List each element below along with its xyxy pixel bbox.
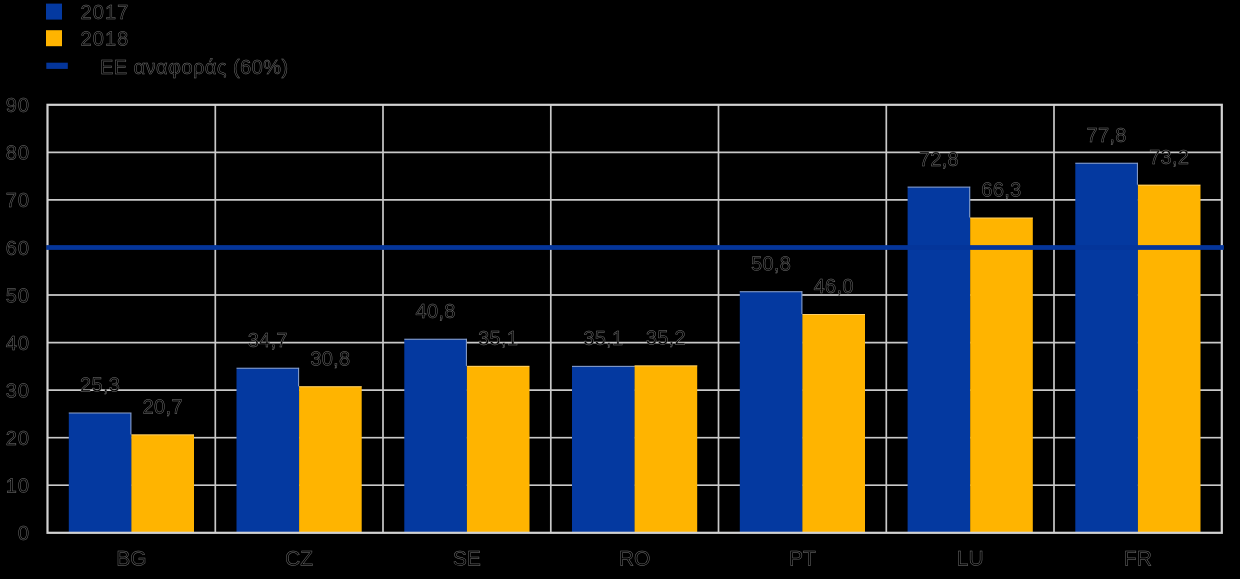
svg-text:0: 0 — [18, 523, 30, 545]
svg-text:40,8: 40,8 — [416, 301, 456, 323]
svg-text:73,2: 73,2 — [1149, 147, 1189, 169]
svg-text:72,8: 72,8 — [919, 149, 959, 171]
svg-text:80: 80 — [6, 143, 30, 165]
svg-text:2018: 2018 — [81, 29, 130, 51]
svg-text:FR: FR — [1124, 547, 1152, 570]
svg-text:PT: PT — [789, 547, 816, 570]
svg-text:35,1: 35,1 — [583, 328, 623, 350]
svg-text:30,8: 30,8 — [310, 349, 350, 371]
svg-text:2017: 2017 — [81, 2, 130, 24]
svg-text:60: 60 — [6, 238, 30, 260]
svg-text:77,8: 77,8 — [1087, 125, 1127, 147]
svg-text:35,2: 35,2 — [646, 328, 686, 350]
svg-text:35,1: 35,1 — [478, 328, 518, 350]
svg-text:40: 40 — [6, 333, 30, 355]
svg-text:50,8: 50,8 — [751, 253, 791, 275]
svg-text:10: 10 — [6, 476, 30, 498]
svg-text:ΕΕ αναφοράς (60%): ΕΕ αναφοράς (60%) — [100, 57, 289, 79]
svg-text:70: 70 — [6, 190, 30, 212]
svg-text:34,7: 34,7 — [248, 330, 288, 352]
svg-text:50: 50 — [6, 285, 30, 307]
svg-text:66,3: 66,3 — [981, 180, 1021, 202]
svg-text:BG: BG — [116, 547, 146, 570]
svg-text:20: 20 — [6, 428, 30, 450]
svg-text:RO: RO — [619, 547, 651, 570]
svg-text:30: 30 — [6, 380, 30, 402]
svg-text:20,7: 20,7 — [143, 397, 183, 419]
svg-text:90: 90 — [6, 95, 30, 117]
svg-text:25,3: 25,3 — [80, 375, 120, 397]
svg-text:46,0: 46,0 — [814, 276, 854, 298]
svg-text:SE: SE — [453, 547, 481, 570]
svg-text:CZ: CZ — [285, 547, 313, 570]
svg-text:LU: LU — [957, 547, 984, 570]
